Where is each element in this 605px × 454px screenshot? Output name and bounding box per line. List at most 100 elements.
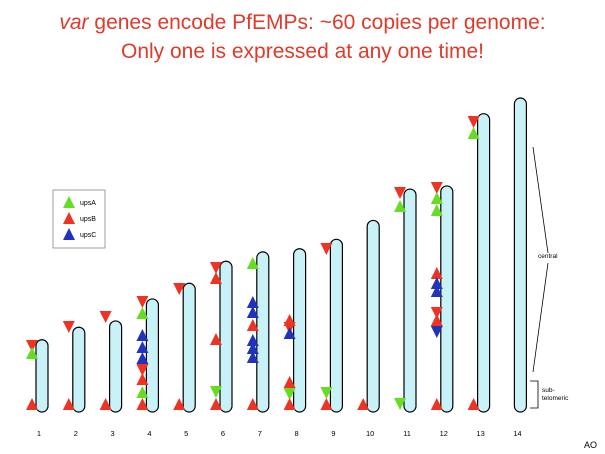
marker-upsB-chromosome-2-4 xyxy=(62,398,75,410)
chromosome-1 xyxy=(35,339,49,413)
marker-upsB-chromosome-4-15 xyxy=(136,398,149,410)
central-label: central xyxy=(538,253,558,260)
marker-upsB-chromosome-3-5 xyxy=(99,311,112,323)
marker-upsC-chromosome-12-48 xyxy=(430,277,443,289)
chromosome-3 xyxy=(108,320,123,413)
chromosome-label-1: 1 xyxy=(37,429,41,438)
marker-upsA-chromosome-1-1 xyxy=(26,347,38,359)
marker-upsB-chromosome-6-18 xyxy=(210,262,222,274)
marker-upsB-chromosome-4-13 xyxy=(136,373,149,385)
marker-upsB-chromosome-13-54 xyxy=(467,116,480,128)
legend-upsB-triangle xyxy=(63,212,75,224)
marker-upsB-chromosome-8-36 xyxy=(283,398,296,410)
marker-upsB-chromosome-12-53 xyxy=(430,398,443,410)
chromosome-label-5: 5 xyxy=(184,429,188,438)
marker-upsC-chromosome-7-29 xyxy=(246,351,259,363)
marker-upsB-chromosome-7-26 xyxy=(246,319,259,331)
legend-upsA-label: upsA xyxy=(80,200,96,207)
legend-upsB-label: upsB xyxy=(80,216,96,223)
marker-upsA-chromosome-12-45 xyxy=(430,192,443,204)
marker-upsA-chromosome-12-46 xyxy=(430,204,443,216)
chromosome-label-14: 14 xyxy=(513,429,521,438)
marker-upsC-chromosome-7-25 xyxy=(246,306,259,318)
marker-upsB-chromosome-9-39 xyxy=(320,398,333,410)
marker-upsA-chromosome-9-38 xyxy=(320,387,333,399)
marker-upsB-chromosome-4-7 xyxy=(136,296,149,308)
legend-upsA-triangle xyxy=(63,196,75,208)
marker-upsB-chromosome-2-3 xyxy=(62,321,75,333)
title-line-2: Only one is expressed at any one time! xyxy=(120,40,485,63)
marker-upsB-chromosome-5-16 xyxy=(173,283,186,295)
chromosome-label-6: 6 xyxy=(221,429,225,438)
chromosome-5 xyxy=(182,282,196,413)
marker-upsB-chromosome-9-37 xyxy=(320,243,333,255)
gene-marker-group xyxy=(26,116,480,410)
marker-upsA-chromosome-7-23 xyxy=(246,257,259,269)
marker-upsA-chromosome-11-42 xyxy=(394,200,406,212)
chromosome-label-12: 12 xyxy=(440,429,448,438)
marker-upsB-chromosome-5-17 xyxy=(173,398,186,410)
marker-upsB-chromosome-6-22 xyxy=(210,398,222,410)
marker-upsA-chromosome-4-8 xyxy=(136,307,149,319)
chromosome-label-9: 9 xyxy=(331,429,335,438)
region-annotations: central sub-telomeric xyxy=(530,146,569,409)
marker-upsB-chromosome-1-2 xyxy=(26,398,38,410)
marker-upsB-chromosome-11-41 xyxy=(394,187,406,199)
title-line-1: var genes encode PfEMPs: ~60 copies per … xyxy=(0,8,605,37)
title-line-1-rest: genes encode PfEMPs: ~60 copies per geno… xyxy=(88,11,546,34)
marker-upsB-chromosome-6-20 xyxy=(210,333,222,345)
marker-upsB-chromosome-1-0 xyxy=(26,340,38,352)
central-bracket-lower xyxy=(532,262,549,373)
chromosome-8 xyxy=(293,248,307,413)
chromosome-13 xyxy=(477,113,491,413)
chromosome-14 xyxy=(513,97,528,413)
chromosome-label-13: 13 xyxy=(476,429,484,438)
marker-upsB-chromosome-12-51 xyxy=(430,314,443,326)
marker-upsC-chromosome-12-49 xyxy=(430,285,443,297)
central-bracket-upper xyxy=(532,146,549,254)
chromosome-9 xyxy=(329,238,343,413)
marker-upsC-chromosome-4-9 xyxy=(136,329,149,341)
marker-upsB-chromosome-7-30 xyxy=(246,398,259,410)
legend: upsA upsB upsC xyxy=(52,189,106,249)
chromosome-label-group: 1 2 3 4 5 6 7 8 9 10 11 12 13 14 xyxy=(37,429,522,438)
legend-frame xyxy=(52,189,106,249)
legend-upsC-label: upsC xyxy=(80,232,96,239)
chromosome-label-4: 4 xyxy=(147,429,151,438)
chromosome-label-11: 11 xyxy=(403,429,411,438)
marker-upsB-chromosome-12-47 xyxy=(430,267,443,279)
chromosome-label-7: 7 xyxy=(258,429,262,438)
chromosome-6 xyxy=(219,260,233,413)
chromosome-label-10: 10 xyxy=(366,429,374,438)
chromosome-2 xyxy=(72,326,86,413)
chromosome-4 xyxy=(145,298,159,413)
marker-upsC-chromosome-7-27 xyxy=(246,334,259,346)
chromosome-7 xyxy=(256,251,270,413)
marker-upsB-chromosome-3-6 xyxy=(99,398,112,410)
marker-upsC-chromosome-4-11 xyxy=(136,352,149,364)
marker-upsA-chromosome-11-43 xyxy=(394,398,406,410)
marker-upsB-chromosome-8-34 xyxy=(283,376,296,388)
title-var-word: var xyxy=(59,11,89,34)
chromosome-group xyxy=(35,97,528,413)
marker-upsB-chromosome-6-19 xyxy=(210,272,222,284)
slide-title: var genes encode PfEMPs: ~60 copies per … xyxy=(0,8,605,66)
chromosome-label-3: 3 xyxy=(111,429,115,438)
subtelomeric-bracket xyxy=(530,380,539,409)
subtelomeric-label: sub-telomeric xyxy=(542,387,569,402)
marker-upsB-chromosome-10-40 xyxy=(357,398,370,410)
marker-upsC-chromosome-7-24 xyxy=(246,296,259,308)
marker-upsC-chromosome-12-52 xyxy=(430,326,443,338)
marker-upsC-chromosome-8-33 xyxy=(283,327,296,339)
marker-upsB-chromosome-13-56 xyxy=(467,398,480,410)
marker-upsC-chromosome-7-28 xyxy=(246,342,259,354)
chromosome-label-2: 2 xyxy=(74,429,78,438)
chromosome-11 xyxy=(403,188,417,413)
marker-upsA-chromosome-6-21 xyxy=(210,386,222,398)
chromosome-10 xyxy=(366,219,380,413)
marker-upsA-chromosome-13-55 xyxy=(467,127,480,139)
author-initials: AO xyxy=(584,440,598,450)
marker-upsB-chromosome-4-12 xyxy=(136,364,149,376)
marker-upsB-chromosome-12-44 xyxy=(430,182,443,194)
